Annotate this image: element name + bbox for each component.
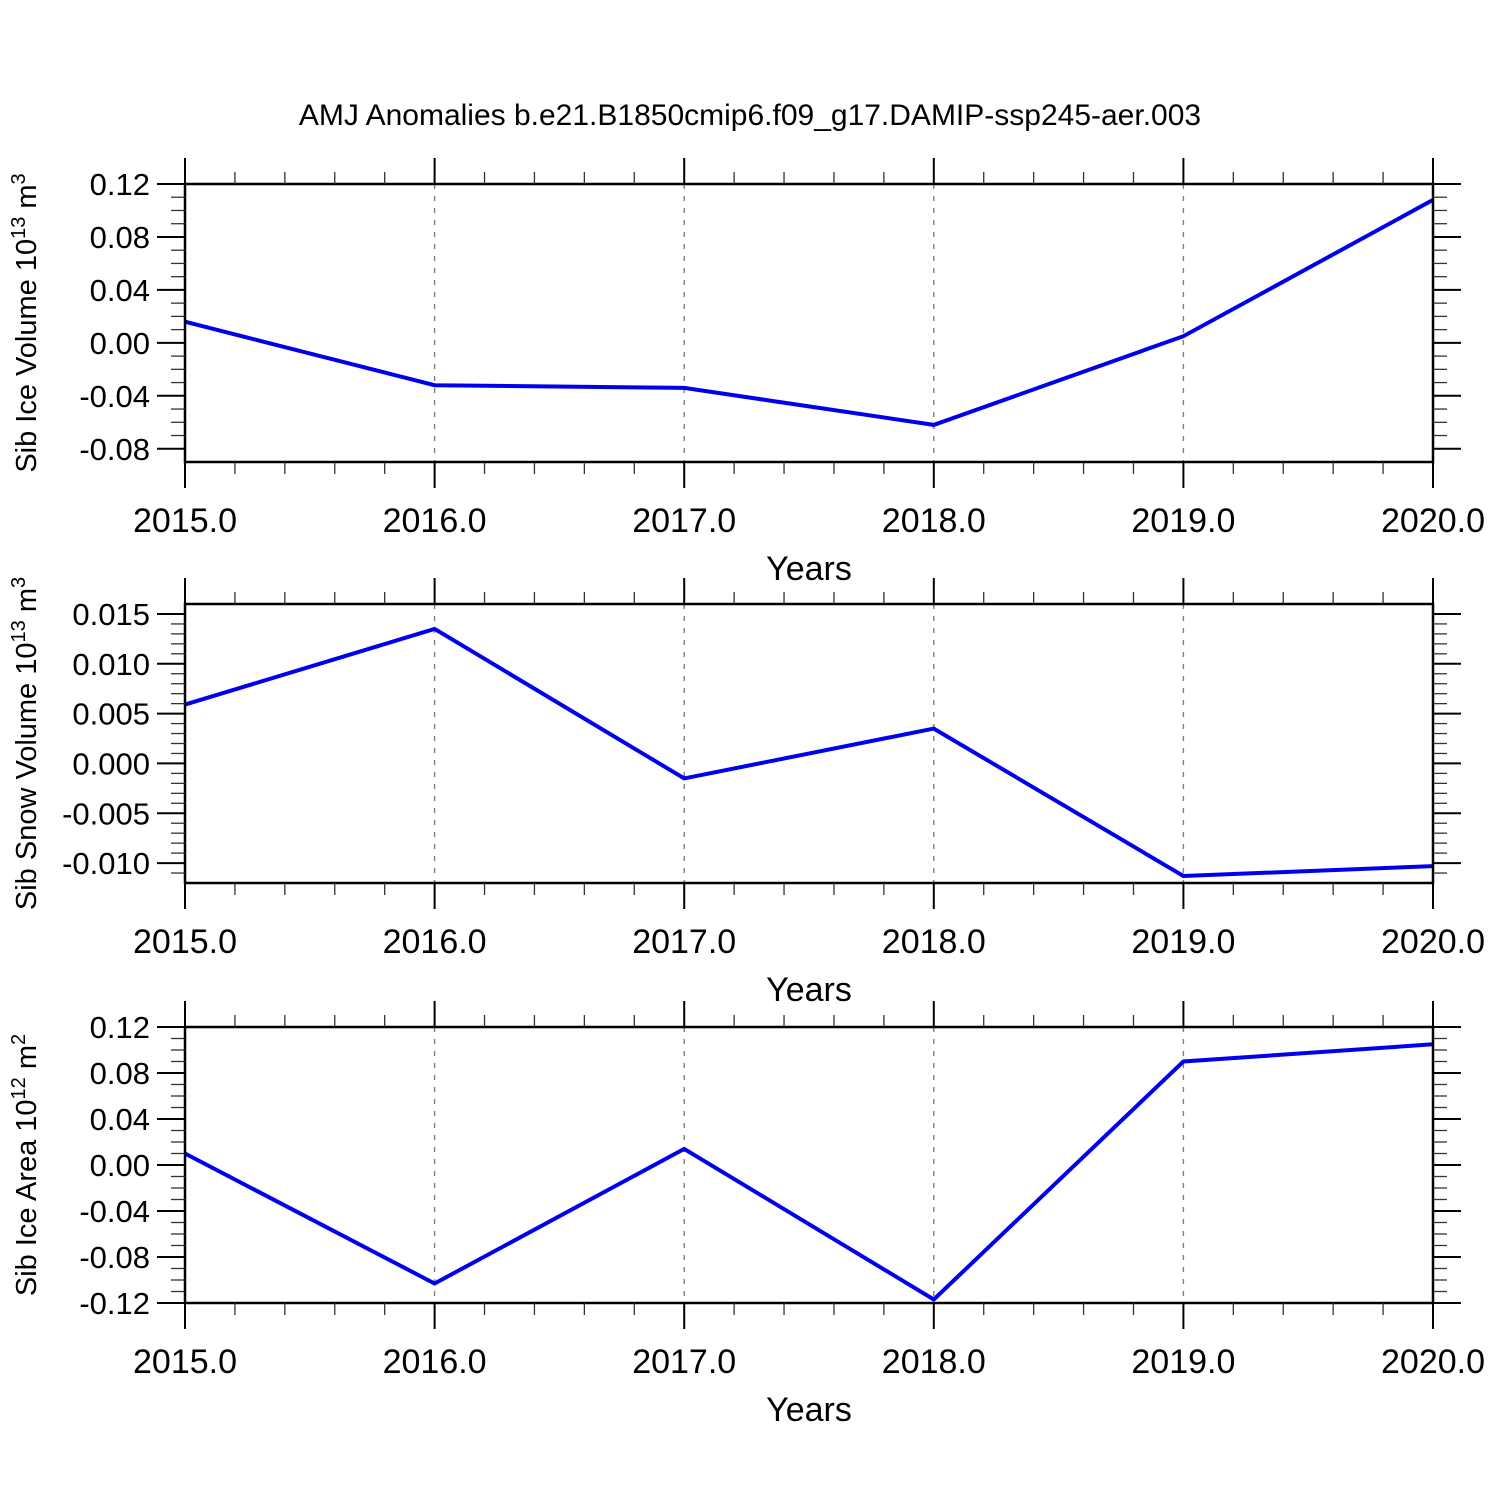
y-tick-label: 0.00	[90, 326, 150, 361]
y-tick-label: 0.12	[90, 1010, 150, 1045]
x-tick-label: 2017.0	[632, 502, 736, 540]
x-tick-label: 2016.0	[383, 502, 487, 540]
y-tick-label: 0.000	[72, 746, 150, 781]
data-line	[184, 1042, 1434, 1303]
x-tick-label: 2020.0	[1381, 502, 1485, 540]
x-tick-label: 2015.0	[133, 1343, 237, 1381]
x-tick-label: 2019.0	[1131, 923, 1235, 961]
y-tick-label: 0.00	[90, 1148, 150, 1183]
panel-sib-ice-area: 2015.0 2016.0 2017.0 2018.0 2019.0 2020.0 0.12…	[8, 1001, 1485, 1429]
x-axis-title: Years	[766, 971, 852, 1009]
x-tick-label: 2016.0	[383, 1343, 487, 1381]
y-tick-label: -0.010	[62, 846, 150, 881]
x-tick-label: 2015.0	[133, 923, 237, 961]
x-tick-label: 2018.0	[882, 923, 986, 961]
y-tick-label: -0.08	[79, 1240, 150, 1275]
y-tick-label: -0.04	[79, 379, 150, 414]
y-tick-label: 0.005	[72, 697, 150, 732]
x-tick-label: 2018.0	[882, 502, 986, 540]
panel-sib-snow-volume: 2015.0 2016.0 2017.0 2018.0 2019.0 2020.0 0.01…	[8, 577, 1485, 1009]
x-tick-label: 2015.0	[133, 502, 237, 540]
chart-title: AMJ Anomalies b.e21.B1850cmip6.f09_g17.D…	[299, 99, 1201, 132]
x-tick-label: 2018.0	[882, 1343, 986, 1381]
y-tick-label: -0.005	[62, 796, 150, 831]
y-axis-title: Sib Snow Volume 1013​ m3​	[8, 577, 43, 910]
data-line	[184, 626, 1434, 879]
x-axis-title: Years	[766, 550, 852, 588]
y-tick-label: 0.08	[90, 220, 150, 255]
plot-frame	[183, 1025, 1435, 1305]
data-line	[184, 198, 1434, 427]
panels-container: 2015.0 2016.0 2017.0 2018.0 2019.0 2020.0 0.12…	[8, 158, 1485, 1429]
panel-sib-ice-volume: 2015.0 2016.0 2017.0 2018.0 2019.0 2020.0 0.12…	[8, 158, 1485, 588]
plot-frame	[183, 182, 1435, 464]
y-tick-label: -0.08	[79, 432, 150, 467]
y-tick-label: 0.12	[90, 167, 150, 202]
y-tick-label: 0.010	[72, 647, 150, 682]
x-tick-label: 2020.0	[1381, 923, 1485, 961]
y-tick-label: 0.04	[90, 1102, 150, 1137]
y-tick-label: 0.08	[90, 1056, 150, 1091]
y-tick-label: -0.04	[79, 1194, 150, 1229]
x-tick-label: 2019.0	[1131, 1343, 1235, 1381]
x-tick-label: 2020.0	[1381, 1343, 1485, 1381]
y-tick-label: 0.015	[72, 597, 150, 632]
y-axis-title: Sib Ice Area 1012​ m2​	[8, 1034, 43, 1296]
x-tick-label: 2017.0	[632, 1343, 736, 1381]
y-tick-label: -0.12	[79, 1286, 150, 1321]
y-tick-label: 0.04	[90, 273, 150, 308]
y-axis-title: Sib Ice Volume 1013​ m3​	[8, 173, 43, 472]
x-axis-title: Years	[766, 1391, 852, 1429]
x-tick-label: 2017.0	[632, 923, 736, 961]
x-tick-label: 2016.0	[383, 923, 487, 961]
x-tick-label: 2019.0	[1131, 502, 1235, 540]
